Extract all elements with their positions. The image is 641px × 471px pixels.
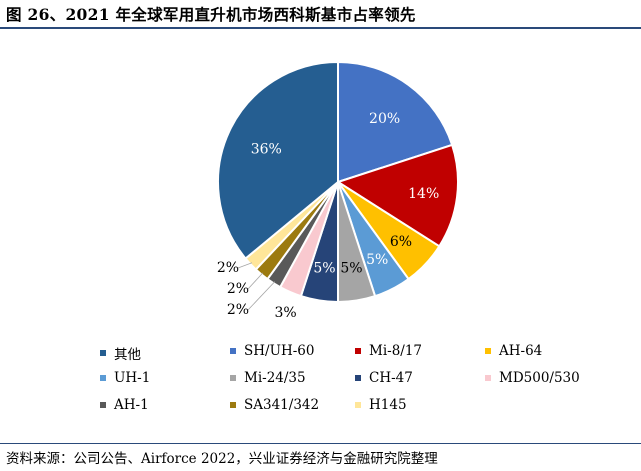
legend-label-ah-1: AH-1 (114, 397, 149, 413)
legend-label-sh-uh-60: SH/UH-60 (244, 343, 315, 359)
legend-swatch-sh-uh-60 (230, 348, 236, 354)
leader-line-h145 (237, 262, 253, 269)
pie-slice-other (217, 60, 339, 260)
pie-slice-mi-8-17 (335, 143, 459, 248)
legend-label-sa341-342: SA341/342 (244, 397, 320, 413)
legend-label-ch-47: CH-47 (369, 370, 413, 386)
legend-item-md500-530: MD500/530 (485, 370, 580, 386)
title-divider (0, 27, 641, 29)
pie-label-other: 36% (251, 141, 282, 157)
pie-label-h145: 2% (217, 260, 239, 276)
legend-item-mi-24-35: Mi-24/35 (230, 370, 306, 386)
legend-label-mi-8-17: Mi-8/17 (369, 343, 423, 359)
pie-label-ah-64: 6% (390, 234, 412, 250)
pie-label-sh-uh-60: 20% (369, 111, 400, 127)
legend-label-uh-1: UH-1 (114, 370, 151, 386)
page-title: 图 26、2021 年全球军用直升机市场西科斯基市占率领先 (6, 5, 416, 24)
source-note: 资料来源：公司公告、Airforce 2022，兴业证券经济与金融研究院整理 (6, 451, 438, 467)
legend-swatch-other (100, 350, 106, 356)
legend-item-ah-1: AH-1 (100, 397, 149, 413)
legend-item-sa341-342: SA341/342 (230, 397, 319, 413)
legend-label-other: 其他 (114, 347, 141, 363)
legend-swatch-mi-24-35 (230, 375, 236, 381)
source-divider (0, 443, 641, 444)
legend-swatch-ah-1 (100, 402, 106, 408)
leader-line-ah-1 (247, 281, 276, 311)
pie-label-ah-1: 2% (227, 302, 249, 318)
legend-item-other: 其他 (100, 343, 141, 363)
legend-item-ch-47: CH-47 (355, 370, 413, 386)
legend-swatch-ch-47 (355, 375, 361, 381)
legend-swatch-h145 (355, 402, 361, 408)
legend-swatch-md500-530 (485, 375, 491, 381)
pie-label-md500-530: 3% (274, 305, 296, 321)
legend-item-sh-uh-60: SH/UH-60 (230, 343, 314, 359)
legend-label-h145: H145 (369, 397, 407, 413)
legend-label-mi-24-35: Mi-24/35 (244, 370, 306, 386)
legend-item-mi-8-17: Mi-8/17 (355, 343, 422, 359)
pie-label-mi-24-35: 5% (340, 260, 362, 276)
legend-swatch-sa341-342 (230, 402, 236, 408)
legend-item-ah-64: AH-64 (485, 343, 542, 359)
leader-line-sa341-342 (247, 272, 264, 290)
pie-label-sa341-342: 2% (227, 281, 249, 297)
legend-swatch-ah-64 (485, 348, 491, 354)
legend-label-md500-530: MD500/530 (499, 370, 580, 386)
pie-label-ch-47: 5% (313, 260, 335, 276)
pie-label-mi-8-17: 14% (408, 186, 439, 202)
pie-label-uh-1: 5% (366, 252, 388, 268)
legend-item-h145: H145 (355, 397, 407, 413)
pie-chart: 20%14%6%5%5%5%3%2%2%2%36% (217, 60, 459, 321)
legend-swatch-mi-8-17 (355, 348, 361, 354)
legend-swatch-uh-1 (100, 375, 106, 381)
legend-item-uh-1: UH-1 (100, 370, 150, 386)
pie-slice-sh-uh-60 (337, 60, 454, 184)
legend-label-ah-64: AH-64 (499, 343, 543, 359)
